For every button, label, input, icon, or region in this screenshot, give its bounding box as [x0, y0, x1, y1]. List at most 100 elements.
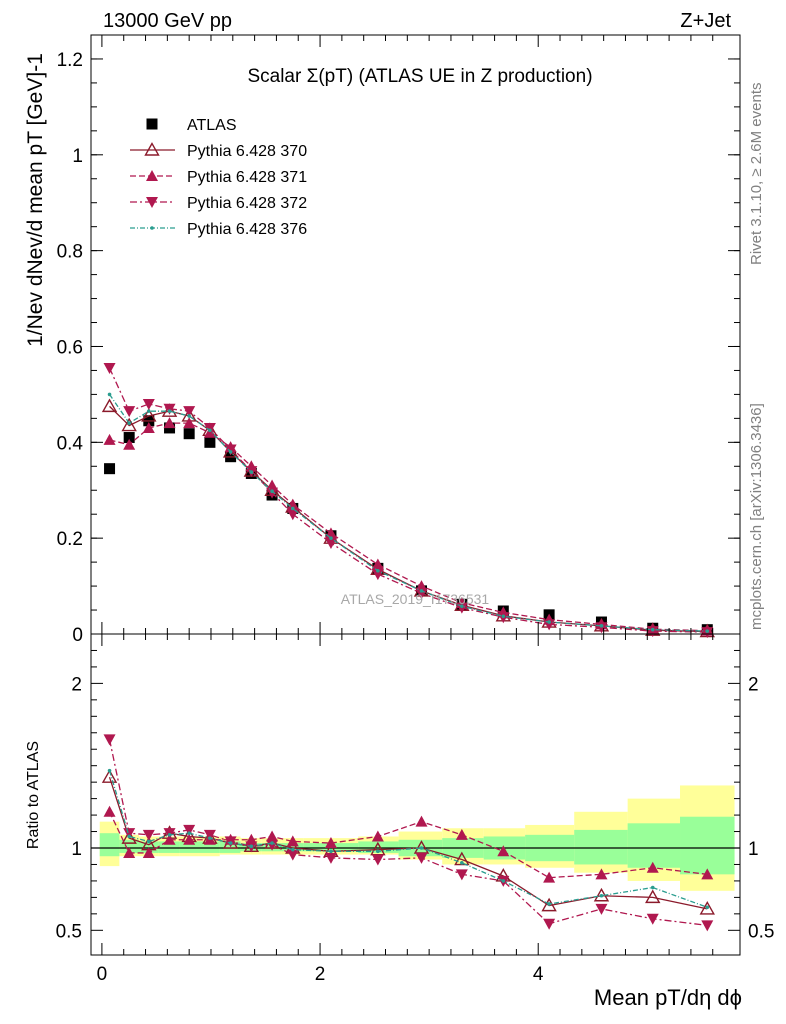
ratio-point: [599, 893, 604, 898]
ratio-point: [286, 849, 299, 861]
ratio-y-tick-label-right: 0.5: [748, 921, 774, 942]
ratio-point: [147, 839, 151, 844]
data-point: [547, 620, 551, 624]
ratio-point: [376, 849, 380, 854]
ratio-point: [541, 897, 557, 912]
data-point: [167, 409, 172, 413]
ratio-point: [543, 871, 556, 883]
x-axis-label: Mean pT/dη dϕ: [594, 985, 742, 1010]
legend-entry-atlas: ATLAS: [146, 117, 237, 134]
main-y-tick-label: 1.2: [57, 50, 83, 71]
ratio-frame: [90, 633, 741, 956]
ratio-y-tick-label: 0.5: [56, 921, 82, 942]
main-y-axis-label: 1/Nev dNev/d mean pT [GeV]-1: [24, 53, 47, 347]
legend-marker: [146, 197, 158, 208]
ratio-series-pythia-6-428-371: [103, 805, 714, 883]
ratio-point: [699, 900, 715, 915]
ratio-point: [266, 839, 279, 851]
main-y-tick-label: 0.2: [57, 529, 83, 550]
ratio-point: [101, 769, 118, 783]
ratio-point: [163, 833, 176, 845]
data-point: [650, 627, 655, 632]
data-point: [419, 589, 424, 593]
ratio-series-pythia-6-428-376: [107, 768, 710, 910]
ratio-point: [270, 841, 274, 845]
ratio-point: [167, 833, 172, 837]
legend-marker: [150, 226, 154, 230]
ratio-point: [103, 805, 116, 817]
uncertainty-band-inner: [358, 841, 399, 853]
data-point: [103, 433, 116, 445]
data-point: [163, 403, 176, 415]
data-point: [204, 436, 216, 448]
ratio-point: [543, 918, 556, 930]
data-point: [107, 392, 112, 397]
ratio-plot-panel: 0.5 0.5 1 1 2 2 0 2 4 Ratio to ATLAS Mean pT/dη …: [25, 633, 774, 1010]
legend-marker: [146, 118, 158, 130]
main-y-tick-label: 0.6: [57, 337, 83, 358]
data-point: [286, 509, 299, 521]
main-y-tick-label: 0.8: [57, 242, 83, 263]
ratio-point: [142, 846, 155, 858]
data-point: [266, 487, 279, 499]
ratio-point: [705, 905, 710, 910]
ratio-point: [460, 861, 464, 865]
ratio-point: [290, 847, 295, 852]
legend-entry-pythia-6-428-371: Pythia 6.428 371: [130, 169, 307, 186]
ratio-point: [595, 868, 608, 880]
data-point: [183, 417, 196, 429]
data-point: [127, 421, 131, 425]
ratio-point: [103, 734, 116, 746]
ratio-y-tick-label: 2: [71, 674, 82, 695]
ratio-point: [455, 869, 468, 881]
legend-entry-pythia-6-428-376: Pythia 6.428 376: [130, 221, 307, 238]
ratio-point: [183, 833, 196, 845]
main-y-tick-label: 0.4: [57, 433, 84, 454]
ratio-point: [701, 920, 714, 932]
ratio-series-pythia-6-428-372: [103, 734, 714, 932]
data-point: [705, 629, 710, 633]
x-tick-label: 4: [533, 964, 544, 985]
data-point: [228, 450, 233, 454]
ratio-point: [415, 815, 428, 827]
ratio-point: [329, 849, 333, 854]
legend-label: Pythia 6.428 376: [187, 221, 307, 238]
ratio-point: [249, 844, 254, 849]
ratio-point: [646, 913, 659, 925]
uncertainty-band-inner: [281, 843, 304, 852]
ratio-point: [371, 854, 384, 866]
uncertainty-band-inner: [627, 823, 681, 868]
data-point: [103, 363, 116, 375]
ratio-point: [228, 841, 233, 845]
uncertainty-band-inner: [219, 841, 241, 853]
ratio-y-tick-label-right: 1: [748, 839, 759, 860]
data-point: [183, 428, 195, 440]
uncertainty-band-inner: [680, 816, 735, 875]
data-point: [123, 406, 136, 418]
data-point: [270, 489, 274, 493]
data-point: [501, 614, 506, 619]
watermark: ATLAS_2019_I1736531: [341, 591, 490, 607]
ratio-point: [107, 768, 112, 773]
ratio-point: [324, 852, 337, 864]
data-point: [208, 428, 212, 433]
data-point: [123, 432, 135, 444]
rivet-label: Rivet 3.1.10, ≥ 2.6M events: [748, 83, 765, 266]
legend-entry-pythia-6-428-372: Pythia 6.428 372: [130, 195, 307, 212]
legend-label: Pythia 6.428 370: [187, 143, 307, 160]
ratio-point: [415, 852, 428, 864]
data-point: [183, 406, 196, 418]
ratio-y-tick-label-right: 2: [748, 674, 759, 695]
ratio-point: [324, 837, 337, 849]
ratio-y-tick-label: 1: [71, 839, 82, 860]
ratio-y-axis-label: Ratio to ATLAS: [25, 741, 42, 849]
legend-entry-pythia-6-428-370: Pythia 6.428 370: [130, 142, 307, 160]
uncertainty-band-inner: [99, 833, 120, 857]
x-tick-label: 2: [315, 964, 326, 985]
uncertainty-band-inner: [574, 829, 628, 865]
ratio-point: [203, 829, 216, 841]
data-point: [142, 421, 155, 433]
uncertainty-band-inner: [158, 841, 180, 853]
data-point: [147, 409, 151, 413]
